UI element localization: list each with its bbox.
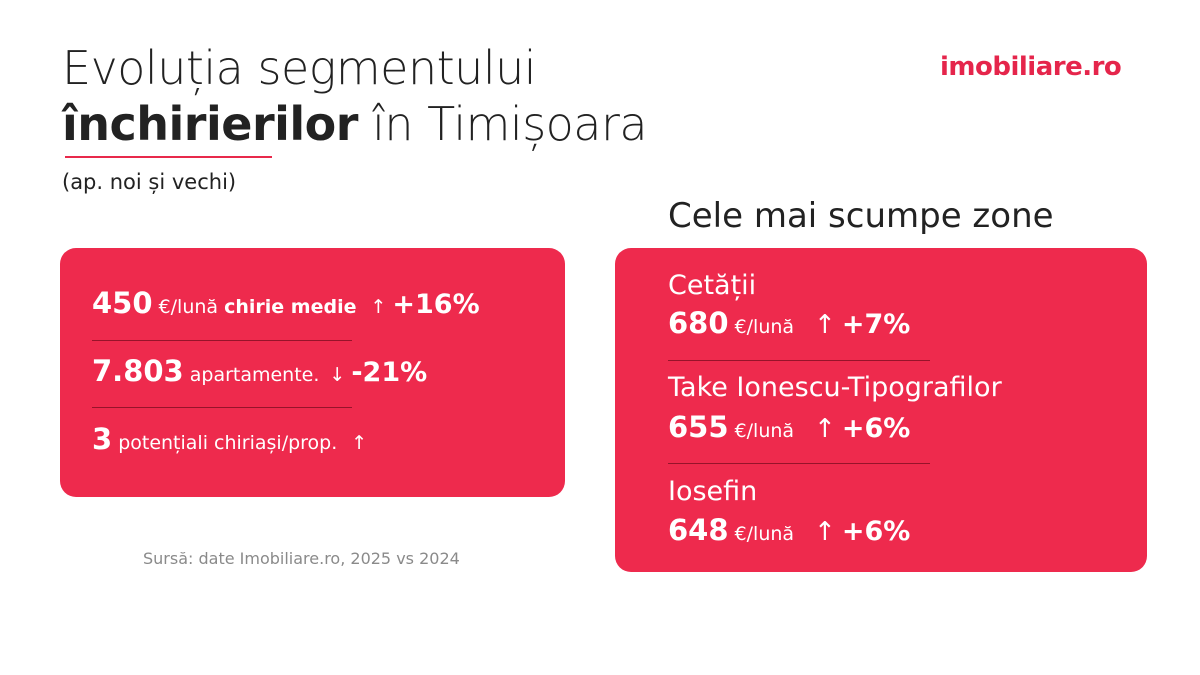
source: Sursă: date Imobiliare.ro, 2025 vs 2024 xyxy=(143,549,460,568)
stat-row: 3 potențiali chiriași/prop. ↑ xyxy=(92,422,373,456)
zone-arrow: ↑ xyxy=(814,310,836,340)
zone-unit: €/lună xyxy=(734,523,795,545)
zone-value: 655 xyxy=(668,410,729,444)
zone-unit: €/lună xyxy=(734,420,795,442)
zones-card: Cetății 680 €/lună ↑ +7% Take Ionescu-Tipog… xyxy=(615,248,1147,572)
title-line: închirierilor în Timișoara xyxy=(62,96,648,152)
logo: imobiliare.ro xyxy=(940,52,1122,82)
stat-row: 7.803 apartamente. ↓ -21% xyxy=(92,354,427,388)
stat-change: +16% xyxy=(392,289,480,320)
stats-card: 450 €/lună chirie medie ↑ +16% 7.803 apartam… xyxy=(60,248,565,497)
stat-change: -21% xyxy=(351,357,428,388)
zone-value: 680 xyxy=(668,306,729,340)
zone-change: +7% xyxy=(841,309,911,340)
zone-value-row: 680 €/lună ↑ +7% xyxy=(668,306,910,340)
stat-arrow: ↓ xyxy=(329,364,346,386)
stat-value: 7.803 xyxy=(92,354,184,388)
divider xyxy=(668,463,930,464)
divider xyxy=(92,407,352,408)
title-rest: în Timișoara xyxy=(357,97,648,151)
zone-unit: €/lună xyxy=(734,316,795,338)
zone-name: Take Ionescu-Tipografilor xyxy=(668,372,1002,403)
title: Evoluția segmentului închirierilor în Ti… xyxy=(62,40,648,152)
divider xyxy=(92,340,352,341)
title-underline xyxy=(65,156,272,158)
stat-row: 450 €/lună chirie medie ↑ +16% xyxy=(92,286,480,320)
zone-name: Iosefin xyxy=(668,476,758,507)
title-line: Evoluția segmentului xyxy=(62,41,537,95)
zone-change: +6% xyxy=(841,413,911,444)
zones-heading: Cele mai scumpe zone xyxy=(668,196,1054,236)
stat-value: 3 xyxy=(92,422,113,456)
zone-value: 648 xyxy=(668,513,729,547)
zone-change: +6% xyxy=(841,516,911,547)
stat-label: chirie medie xyxy=(224,296,357,318)
zone-name: Cetății xyxy=(668,270,757,301)
stat-unit: potențiali chiriași/prop. xyxy=(118,432,338,454)
stat-unit: apartamente. xyxy=(189,364,320,386)
zone-value-row: 648 €/lună ↑ +6% xyxy=(668,513,910,547)
title-bold: închirierilor xyxy=(62,97,358,151)
stat-arrow: ↑ xyxy=(351,432,368,454)
subtitle: (ap. noi și vechi) xyxy=(62,170,237,194)
stat-arrow: ↑ xyxy=(370,296,387,318)
divider xyxy=(668,360,930,361)
zone-arrow: ↑ xyxy=(814,517,836,547)
stat-unit: €/lună xyxy=(158,296,219,318)
zone-value-row: 655 €/lună ↑ +6% xyxy=(668,410,910,444)
stat-value: 450 xyxy=(92,286,153,320)
zone-arrow: ↑ xyxy=(814,414,836,444)
